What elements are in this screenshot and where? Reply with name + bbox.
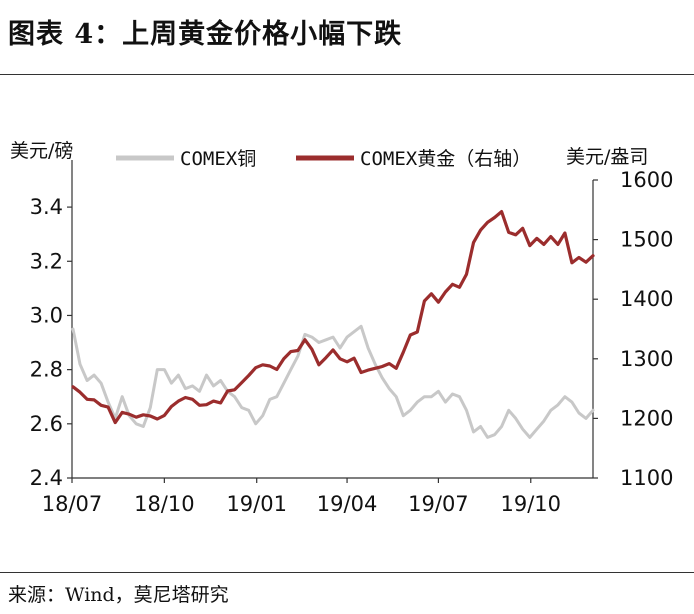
legend-label-gold: COMEX黄金（右轴） bbox=[360, 148, 531, 170]
x-tick-label: 19/04 bbox=[317, 492, 378, 516]
right-tick-label: 1400 bbox=[620, 287, 673, 311]
left-tick-label: 3.0 bbox=[30, 303, 63, 327]
legend: COMEX铜 COMEX黄金（右轴） bbox=[116, 148, 531, 170]
source-note: 来源：Wind，莫尼塔研究 bbox=[8, 584, 229, 606]
x-tick-label: 19/01 bbox=[226, 492, 287, 516]
source-rule bbox=[0, 572, 694, 573]
series-layer bbox=[71, 209, 595, 439]
right-tick-label: 1100 bbox=[620, 466, 673, 490]
right-tick-label: 1200 bbox=[620, 406, 673, 430]
right-tick-label: 1300 bbox=[620, 347, 673, 371]
x-tick-label: 19/10 bbox=[500, 492, 561, 516]
right-axis-unit: 美元/盎司 bbox=[566, 146, 648, 168]
left-tick-label: 2.6 bbox=[30, 412, 63, 436]
figure-title: 图表 4：上周黄金价格小幅下跌 bbox=[8, 19, 403, 50]
x-tick-label: 19/07 bbox=[408, 492, 469, 516]
left-axis-unit: 美元/磅 bbox=[10, 140, 73, 162]
left-tick-label: 3.4 bbox=[30, 195, 63, 219]
series-line-copper bbox=[71, 324, 595, 439]
line-chart: 美元/磅 美元/盎司 COMEX铜 COMEX黄金（右轴） 2.4 2.6 2.8 3… bbox=[10, 140, 673, 516]
x-axis-ticks: 18/07 18/10 19/01 19/04 19/07 19/10 bbox=[42, 478, 561, 516]
left-axis-ticks: 2.4 2.6 2.8 3.0 3.2 3.4 bbox=[30, 195, 72, 490]
x-tick-label: 18/10 bbox=[134, 492, 195, 516]
left-tick-label: 2.8 bbox=[30, 358, 63, 382]
title-rule bbox=[0, 74, 694, 75]
left-tick-label: 2.4 bbox=[30, 466, 63, 490]
left-tick-label: 3.2 bbox=[30, 249, 63, 273]
right-tick-label: 1500 bbox=[620, 228, 673, 252]
right-tick-label: 1600 bbox=[620, 168, 673, 192]
x-tick-label: 18/07 bbox=[42, 492, 103, 516]
legend-label-copper: COMEX铜 bbox=[180, 148, 256, 170]
series-line-gold bbox=[71, 209, 595, 425]
right-axis-ticks: 1100 1200 1300 1400 1500 1600 bbox=[593, 168, 673, 490]
